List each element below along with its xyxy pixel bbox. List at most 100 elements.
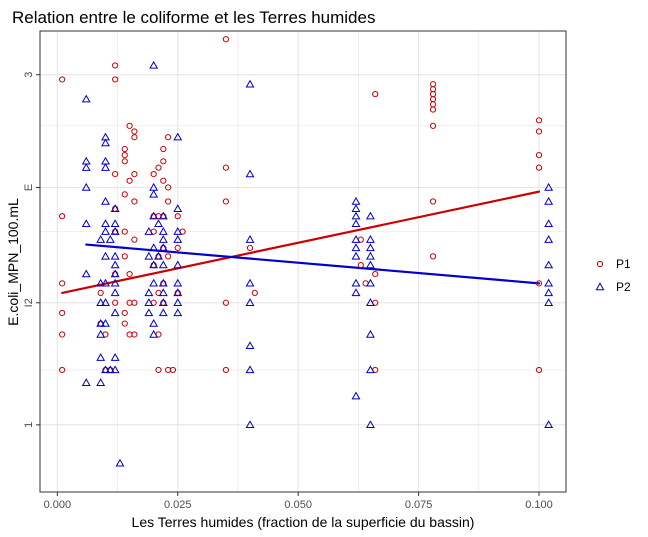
data-point-p1 (131, 299, 138, 306)
data-point-p1 (372, 270, 379, 278)
data-point-p2 (351, 243, 361, 252)
data-point-p1 (112, 171, 119, 178)
data-point-p1 (535, 128, 543, 135)
plot-border (39, 30, 567, 493)
data-point-p2 (245, 169, 255, 178)
data-point-p1 (131, 134, 138, 141)
data-point-p2 (144, 288, 154, 297)
data-point-p2 (173, 288, 183, 297)
x-axis-ticks: 0.000 0.025 0.050 0.075 0.100 (44, 492, 553, 511)
y-tick-label: E (23, 184, 35, 191)
data-point-p2 (110, 288, 120, 297)
plot-panel (40, 31, 566, 492)
data-point-p1 (165, 134, 172, 141)
data-point-p2 (105, 235, 115, 243)
data-point-p1 (251, 289, 258, 297)
data-point-p2 (144, 298, 154, 306)
chart-title: Relation entre le coliforme et les Terre… (12, 8, 375, 27)
data-point-p2 (173, 132, 183, 141)
data-point-p2 (544, 298, 554, 306)
data-point-p2 (96, 378, 106, 386)
data-point-p1 (372, 91, 379, 98)
x-axis-title: Les Terres humides (fraction de la super… (132, 514, 475, 530)
data-point-p1 (222, 164, 230, 171)
data-point-p2 (110, 365, 120, 374)
data-point-p1 (160, 158, 167, 165)
data-point-p1 (535, 280, 543, 287)
data-point-p2 (110, 260, 120, 269)
data-point-p1 (121, 228, 128, 235)
data-point-p1 (59, 366, 66, 374)
legend-label-p2: P2 (616, 280, 631, 294)
data-point-p2 (101, 196, 110, 205)
data-point-p2 (110, 353, 120, 361)
data-point-p1 (150, 171, 157, 178)
data-point-p1 (535, 164, 543, 171)
data-point-p1 (160, 177, 167, 184)
data-point-p1 (126, 177, 133, 184)
data-point-p2 (81, 269, 91, 278)
data-point-p1 (131, 198, 138, 205)
y-tick-label: I2 (23, 298, 35, 307)
data-point-p2 (544, 420, 554, 429)
legend: P1 P2 (595, 257, 631, 294)
data-point-p2 (351, 204, 361, 212)
data-point-p1 (165, 198, 172, 205)
data-point-p1 (59, 213, 66, 220)
data-point-p2 (96, 298, 106, 306)
data-point-p2 (351, 219, 361, 228)
data-point-p2 (144, 251, 154, 260)
data-point-p2 (81, 219, 91, 228)
data-point-p2 (158, 227, 168, 235)
data-point-p2 (351, 211, 361, 220)
data-point-p2 (158, 211, 168, 220)
data-point-p2 (115, 458, 125, 467)
data-point-p1 (222, 198, 230, 205)
data-point-p2 (351, 278, 361, 287)
data-point-p2 (110, 251, 120, 260)
data-point-p1 (121, 253, 128, 260)
data-point-p1 (121, 158, 128, 165)
data-point-p2 (81, 378, 91, 386)
data-point-p1 (126, 122, 133, 129)
data-point-p1 (155, 366, 162, 374)
data-point-p2 (245, 278, 255, 287)
data-point-p1 (174, 244, 181, 251)
data-point-p2 (149, 60, 159, 69)
data-point-p2 (365, 211, 375, 220)
trend-line-p1 (61, 190, 541, 295)
data-point-p1 (174, 213, 181, 220)
data-point-p2 (365, 260, 375, 269)
data-point-p2 (149, 260, 159, 269)
data-point-p2 (101, 318, 110, 327)
data-point-p2 (544, 219, 554, 228)
data-point-p2 (245, 79, 255, 88)
data-point-p2 (149, 243, 159, 252)
data-point-p1 (112, 62, 119, 69)
data-point-p1 (121, 145, 128, 153)
x-tick-label: 0.100 (525, 499, 553, 511)
data-point-p1 (155, 164, 162, 171)
data-point-p2 (110, 227, 120, 235)
data-point-p2 (154, 251, 163, 260)
data-point-p1 (160, 145, 167, 153)
data-point-p2 (544, 182, 554, 191)
data-point-p2 (149, 329, 159, 338)
data-point-p2 (351, 288, 361, 297)
data-point-p1 (222, 36, 230, 43)
data-point-p2 (173, 278, 183, 287)
data-point-p1 (169, 366, 177, 374)
data-point-p1 (131, 236, 138, 243)
data-point-p1 (131, 128, 138, 135)
data-point-p1 (429, 253, 437, 260)
data-point-p2 (101, 365, 110, 374)
data-point-p2 (101, 298, 110, 306)
y-axis-title: E.coli_MPN_100.mL (5, 198, 21, 326)
data-point-p1 (97, 289, 104, 297)
x-tick-label: 0.075 (405, 499, 433, 511)
data-point-p2 (101, 278, 110, 287)
data-point-p2 (101, 163, 110, 171)
data-point-p2 (158, 235, 168, 243)
data-point-p2 (173, 235, 183, 243)
data-point-p2 (101, 227, 110, 235)
